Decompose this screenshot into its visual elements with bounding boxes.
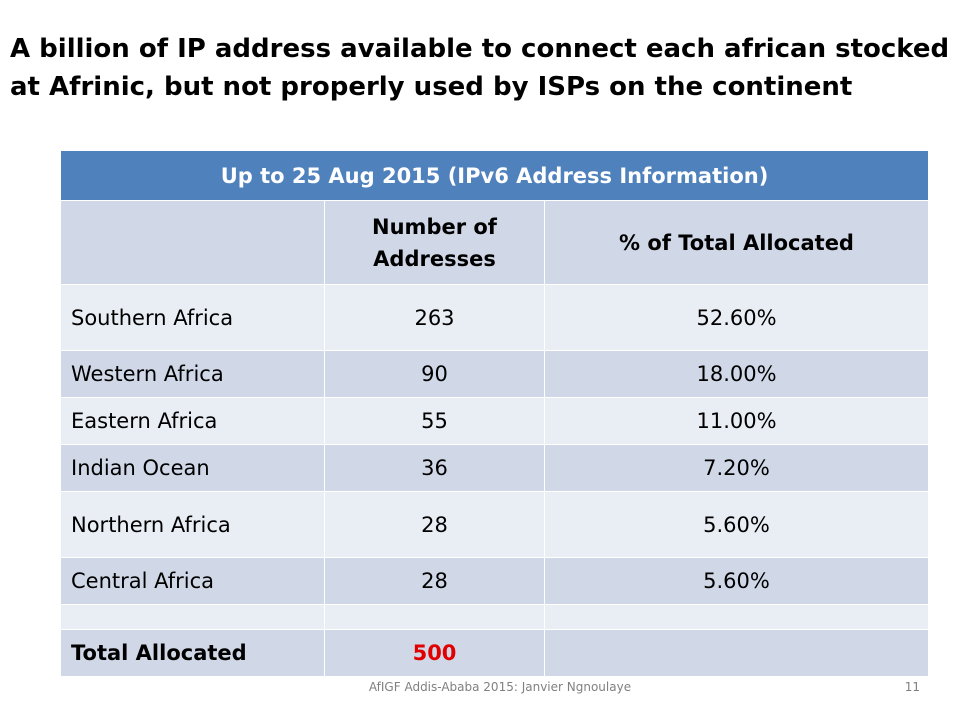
column-header-row: Number of Addresses % of Total Allocated (60, 200, 930, 285)
region-cell: Central Africa (60, 557, 325, 605)
percent-cell: 18.00% (543, 350, 930, 398)
table-caption: Up to 25 Aug 2015 (IPv6 Address Informat… (59, 150, 930, 201)
total-percent (543, 629, 930, 677)
table-row: Southern Africa 263 52.60% (60, 284, 930, 351)
slide-title: A billion of IP address available to con… (10, 34, 950, 102)
percent-cell: 5.60% (543, 491, 930, 558)
percent-cell: 5.60% (543, 557, 930, 605)
region-cell: Indian Ocean (60, 444, 325, 492)
count-cell: 28 (324, 557, 545, 605)
count-cell: 36 (324, 444, 545, 492)
table-row: Eastern Africa 55 11.00% (60, 397, 930, 445)
count-cell: 263 (324, 284, 545, 351)
empty-cell (543, 604, 930, 630)
column-header-region (60, 200, 325, 285)
count-cell: 90 (324, 350, 545, 398)
count-cell: 55 (324, 397, 545, 445)
table-row: Western Africa 90 18.00% (60, 350, 930, 398)
count-cell: 28 (324, 491, 545, 558)
empty-cell (324, 604, 545, 630)
table-caption-row: Up to 25 Aug 2015 (IPv6 Address Informat… (59, 150, 930, 201)
total-row: Total Allocated 500 (60, 629, 930, 677)
percent-cell: 7.20% (543, 444, 930, 492)
table-row: Northern Africa 28 5.60% (60, 491, 930, 558)
ipv6-allocation-table: Up to 25 Aug 2015 (IPv6 Address Informat… (59, 150, 930, 677)
empty-row (60, 604, 930, 630)
percent-cell: 52.60% (543, 284, 930, 351)
table-row: Indian Ocean 36 7.20% (60, 444, 930, 492)
region-cell: Northern Africa (60, 491, 325, 558)
total-count: 500 (324, 629, 545, 677)
region-cell: Southern Africa (60, 284, 325, 351)
total-label: Total Allocated (60, 629, 325, 677)
column-header-percent: % of Total Allocated (543, 200, 930, 285)
region-cell: Western Africa (60, 350, 325, 398)
column-header-count: Number of Addresses (324, 200, 545, 285)
percent-cell: 11.00% (543, 397, 930, 445)
page-number: 11 (904, 680, 920, 694)
region-cell: Eastern Africa (60, 397, 325, 445)
slide-footer: AfIGF Addis-Ababa 2015: Janvier Ngnoulay… (368, 680, 632, 694)
table-row: Central Africa 28 5.60% (60, 557, 930, 605)
empty-cell (60, 604, 325, 630)
